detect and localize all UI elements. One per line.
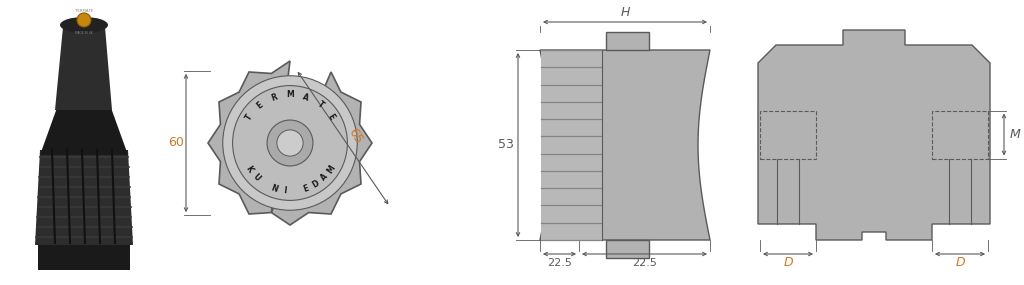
Polygon shape: [208, 61, 372, 225]
Text: E: E: [255, 100, 265, 110]
Text: M: M: [1010, 128, 1020, 141]
Circle shape: [223, 76, 357, 210]
Text: E: E: [302, 184, 310, 194]
Text: 22.5: 22.5: [547, 258, 572, 268]
Text: M: M: [325, 163, 337, 175]
Text: 53: 53: [498, 139, 514, 152]
Text: K: K: [244, 164, 255, 174]
Text: D: D: [955, 256, 965, 270]
Bar: [606, 240, 649, 258]
Polygon shape: [40, 105, 128, 155]
Polygon shape: [758, 30, 990, 240]
Circle shape: [267, 120, 313, 166]
Text: I: I: [283, 186, 287, 196]
Text: 60: 60: [168, 137, 184, 150]
Circle shape: [232, 86, 347, 200]
Text: A: A: [302, 92, 310, 103]
Text: T: T: [244, 112, 254, 122]
Text: U: U: [251, 172, 261, 183]
Text: T: T: [315, 100, 325, 110]
Polygon shape: [540, 50, 710, 240]
Text: N: N: [269, 184, 279, 194]
Polygon shape: [55, 27, 112, 110]
Text: TERMATE: TERMATE: [75, 9, 93, 13]
Text: E: E: [326, 112, 336, 122]
Bar: [760, 111, 816, 158]
Text: M: M: [286, 90, 294, 99]
Text: 22.5: 22.5: [632, 258, 657, 268]
Bar: [932, 111, 988, 158]
Text: MADE IN UK: MADE IN UK: [75, 31, 93, 35]
Bar: [606, 32, 649, 50]
Bar: [541, 50, 602, 240]
Polygon shape: [38, 243, 130, 270]
Text: D: D: [783, 256, 793, 270]
Ellipse shape: [60, 17, 108, 33]
Text: 65: 65: [345, 126, 365, 146]
Text: R: R: [270, 92, 279, 103]
Text: A: A: [318, 172, 330, 183]
Polygon shape: [35, 150, 133, 245]
Circle shape: [77, 13, 91, 27]
Circle shape: [276, 130, 303, 156]
Text: H: H: [621, 7, 630, 19]
Text: D: D: [310, 178, 321, 190]
